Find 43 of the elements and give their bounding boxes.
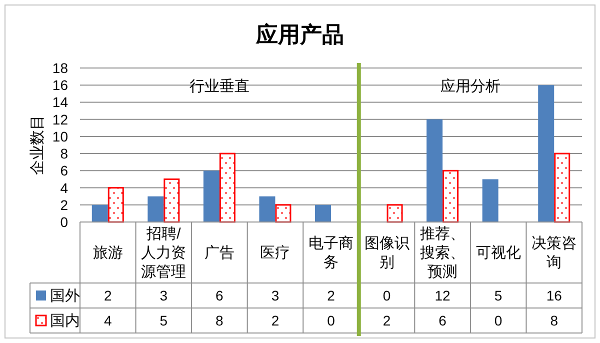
x-tick-label: 决策咨询 — [532, 235, 577, 271]
data-label: 12 — [434, 288, 451, 304]
data-label: 0 — [382, 288, 391, 304]
x-tick-label: 医疗 — [260, 244, 290, 262]
chart-title: 应用产品 — [255, 22, 344, 47]
y-tick-label: 10 — [52, 128, 68, 144]
data-label: 5 — [160, 312, 168, 328]
x-tick-label: 招聘/人力资源管理 — [141, 226, 186, 280]
data-label: 2 — [104, 288, 112, 304]
legend-label: 国外 — [50, 288, 80, 304]
data-label: 0 — [494, 312, 502, 328]
y-tick-label: 18 — [52, 60, 68, 76]
y-tick-label: 4 — [60, 180, 68, 196]
y-tick-label: 2 — [60, 196, 68, 213]
x-tick-label: 旅游 — [92, 244, 123, 262]
data-label: 2 — [382, 312, 391, 328]
y-tick-label: 14 — [52, 94, 68, 110]
legend-label: 国内 — [50, 312, 80, 330]
data-label: 2 — [327, 288, 336, 304]
x-tick-label: 可视化 — [476, 244, 521, 262]
data-label: 6 — [216, 288, 224, 304]
data-label: 5 — [494, 288, 502, 304]
data-label: 16 — [546, 288, 562, 304]
data-label: 8 — [550, 312, 558, 328]
data-label: 4 — [104, 312, 112, 328]
y-tick-label: 16 — [52, 77, 68, 94]
y-tick-label: 12 — [52, 111, 68, 128]
y-tick-label: 6 — [60, 162, 68, 179]
y-axis-title: 企业数目 — [29, 115, 46, 175]
y-tick-label: 0 — [60, 214, 68, 230]
x-tick-label: 广告 — [204, 244, 234, 262]
y-tick-label: 8 — [60, 146, 68, 162]
x-tick-label: 推荐、搜索、预测 — [420, 226, 466, 280]
data-label: 2 — [271, 312, 280, 328]
annotation: 行业垂直 — [189, 78, 250, 95]
data-label: 0 — [327, 312, 336, 328]
x-tick-label: 电子商务 — [308, 235, 354, 271]
data-label: 3 — [160, 288, 168, 304]
x-tick-label: 图像识别 — [364, 235, 410, 271]
data-label: 3 — [271, 288, 280, 304]
annotation: 应用分析 — [440, 78, 500, 95]
data-label: 6 — [438, 312, 447, 328]
data-label: 8 — [216, 312, 224, 328]
